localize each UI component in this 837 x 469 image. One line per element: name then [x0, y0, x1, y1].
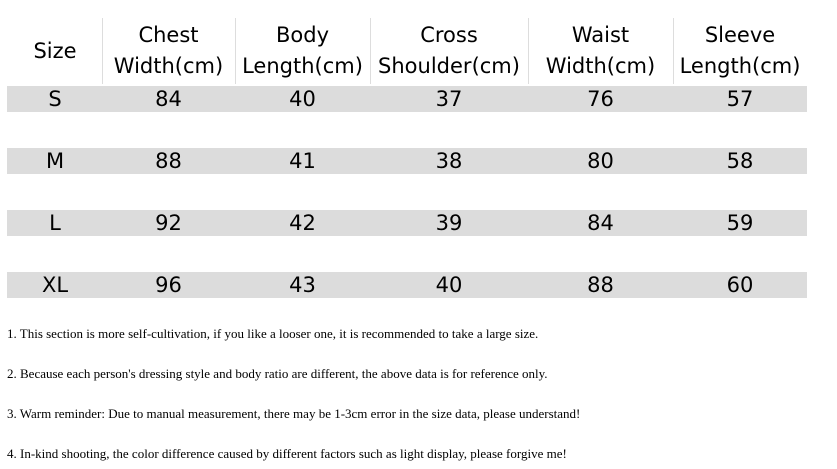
- table-cell: 88: [155, 149, 182, 173]
- table-cell: 40: [289, 87, 316, 111]
- row-background: [7, 272, 807, 298]
- column-separator: [528, 18, 529, 84]
- note-text: 1. This section is more self-cultivation…: [7, 326, 539, 341]
- header-text: Waist: [571, 23, 630, 47]
- header-cell: Sleeve Length(cm): [673, 18, 807, 84]
- header-text: Shoulder(cm): [378, 54, 520, 78]
- table-cell: 57: [726, 87, 754, 111]
- column-separator: [102, 18, 103, 84]
- table-cell: 96: [155, 273, 182, 297]
- table-cell: 43: [289, 273, 316, 297]
- table-cell: 76: [587, 87, 614, 111]
- note-text: 3. Warm reminder: Due to manual measurem…: [7, 406, 581, 421]
- table-cell: S: [48, 87, 62, 111]
- table-cell: M: [45, 149, 65, 173]
- header-cell: Waist Width(cm): [528, 18, 673, 84]
- row-background: [7, 148, 807, 174]
- table-cell: 88: [587, 273, 614, 297]
- table-cell: 58: [726, 149, 754, 173]
- header-cell: Chest Width(cm): [102, 18, 235, 84]
- note-text: 4. In-kind shooting, the color differenc…: [7, 446, 567, 461]
- table-cell: 92: [155, 211, 182, 235]
- row-background: [7, 210, 807, 236]
- header-cell: Body Length(cm): [235, 18, 370, 84]
- header-cell: Size: [8, 18, 102, 84]
- column-separator: [673, 18, 674, 84]
- header-text: Body: [275, 23, 329, 47]
- table-cell: 80: [587, 149, 614, 173]
- column-separator: [370, 18, 371, 84]
- table-cell: XL: [41, 273, 69, 297]
- table-cell: 84: [155, 87, 182, 111]
- header-cell: Cross Shoulder(cm): [370, 18, 528, 84]
- table-cell: 84: [587, 211, 614, 235]
- table-cell: 41: [289, 149, 316, 173]
- table-cell: 42: [289, 211, 316, 235]
- table-cell: 37: [435, 87, 463, 111]
- note-text: 2. Because each person's dressing style …: [7, 366, 548, 381]
- table-cell: 59: [726, 211, 754, 235]
- header-text: Sleeve: [704, 23, 776, 47]
- header-text: Length(cm): [242, 54, 363, 78]
- header-text: Width(cm): [545, 54, 656, 78]
- table-cell: 60: [726, 273, 754, 297]
- header-text: Chest: [138, 23, 199, 47]
- table-cell: 39: [435, 211, 463, 235]
- row-background: [7, 86, 807, 112]
- table-cell: 38: [435, 149, 463, 173]
- table-cell: L: [49, 211, 61, 235]
- header-text: Width(cm): [113, 54, 224, 78]
- header-text: Length(cm): [679, 54, 801, 78]
- header-text: Size: [33, 38, 77, 63]
- table-cell: 40: [435, 273, 463, 297]
- column-separator: [235, 18, 236, 84]
- header-text: Cross: [420, 23, 478, 47]
